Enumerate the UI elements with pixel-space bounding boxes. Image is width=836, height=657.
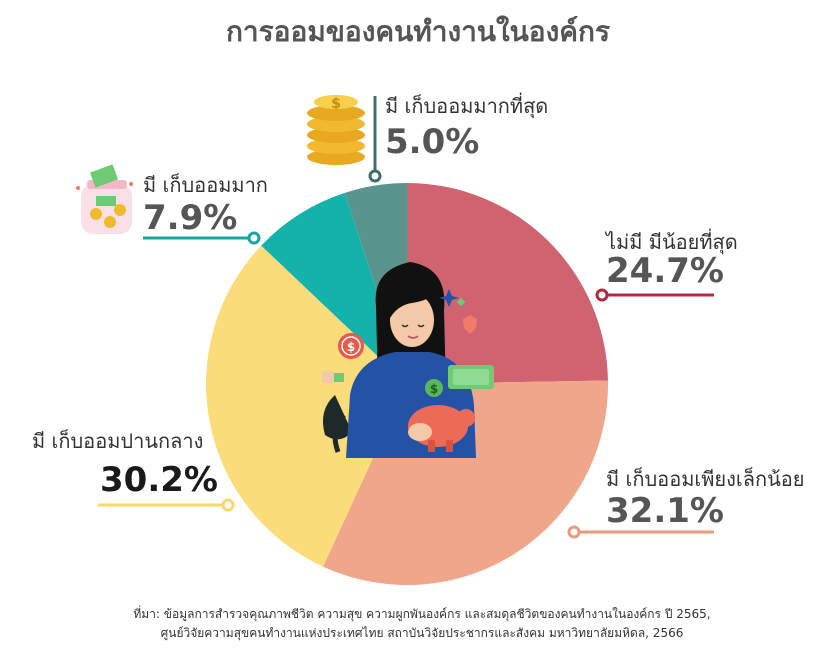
label-moderate: มี เก็บออมปานกลาง bbox=[32, 428, 203, 453]
label-little: มี เก็บออมเพียงเล็กน้อย bbox=[606, 466, 805, 491]
woman-piggy-bank-illustration: $ $ bbox=[322, 262, 494, 458]
money-jar-icon bbox=[76, 164, 133, 234]
label-smallest: ไม่มี มีน้อยที่สุด bbox=[604, 228, 738, 255]
chart-title: การออมของคนทำงานในองค์กร bbox=[226, 15, 610, 48]
slice-much bbox=[261, 192, 407, 384]
value-smallest: 24.7% bbox=[606, 251, 724, 291]
source-note-line1: ที่มา: ข้อมูลการสำรวจคุณภาพชีวิต ความสุข… bbox=[133, 605, 710, 622]
leader-dot-much bbox=[247, 231, 261, 245]
leader-dot-little bbox=[567, 525, 581, 539]
slice-moderate bbox=[206, 245, 407, 567]
value-most: 5.0% bbox=[385, 122, 479, 162]
source-note-line2: ศูนย์วิจัยความสุขคนทำงานแห่งประเทศไทย สถ… bbox=[161, 626, 684, 641]
leader-dot-most bbox=[368, 169, 382, 183]
label-much: มี เก็บออมมาก bbox=[143, 172, 268, 197]
leader-lines bbox=[98, 96, 714, 539]
svg-text:$: $ bbox=[331, 96, 341, 112]
coin-stack-icon: $ bbox=[307, 95, 365, 165]
slice-labels: ไม่มี มีน้อยที่สุด 24.7% มี เก็บออมเพียง… bbox=[32, 92, 805, 531]
label-most: มี เก็บออมมากที่สุด bbox=[385, 92, 548, 119]
value-moderate: 30.2% bbox=[100, 460, 218, 500]
leader-dot-smallest bbox=[595, 288, 609, 302]
svg-text:$: $ bbox=[430, 382, 438, 396]
value-little: 32.1% bbox=[606, 491, 724, 531]
value-much: 7.9% bbox=[143, 198, 237, 238]
svg-text:$: $ bbox=[347, 340, 355, 354]
slice-smallest bbox=[407, 183, 608, 384]
pie-slices bbox=[206, 183, 608, 585]
leader-dot-moderate bbox=[221, 498, 235, 512]
